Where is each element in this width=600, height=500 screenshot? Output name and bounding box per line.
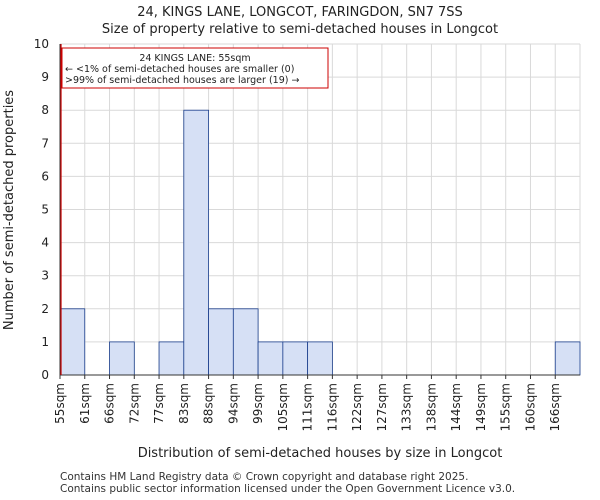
bar-94sqm bbox=[232, 308, 259, 376]
y-tick-label: 10 bbox=[34, 37, 49, 51]
x-tick-label: 155sqm bbox=[499, 383, 513, 431]
chart-title: 24, KINGS LANE, LONGCOT, FARINGDON, SN7 … bbox=[137, 5, 463, 20]
annotation-box: 24 KINGS LANE: 55sqm ← <1% of semi-detac… bbox=[61, 47, 329, 89]
y-tick-label: 6 bbox=[41, 169, 49, 183]
annotation-line-3: >99% of semi-detached houses are larger … bbox=[65, 75, 299, 86]
bar-88sqm bbox=[208, 308, 234, 376]
tick-layer: 0 1 2 3 4 5 6 7 8 9 10 55sqm 61sqm 66sqm 72sqm 77sqm 83s… bbox=[34, 37, 563, 431]
x-tick-label: 149sqm bbox=[474, 383, 488, 431]
bar-105sqm bbox=[282, 341, 309, 376]
x-tick-label: 160sqm bbox=[523, 383, 537, 431]
y-tick-label: 8 bbox=[41, 103, 49, 117]
x-tick-label: 72sqm bbox=[127, 383, 141, 424]
y-tick-label: 4 bbox=[41, 236, 49, 250]
x-tick-label: 99sqm bbox=[251, 383, 265, 424]
x-tick-label: 94sqm bbox=[226, 383, 240, 424]
y-tick-label: 0 bbox=[41, 368, 49, 382]
y-tick-label: 3 bbox=[41, 269, 49, 283]
x-tick-label: 55sqm bbox=[53, 383, 67, 424]
x-tick-label: 144sqm bbox=[449, 383, 463, 431]
footer-line-1: Contains HM Land Registry data © Crown c… bbox=[60, 471, 469, 483]
bar-layer bbox=[59, 109, 581, 376]
x-tick-label: 116sqm bbox=[325, 383, 339, 431]
y-tick-label: 5 bbox=[41, 203, 49, 217]
x-tick-label: 88sqm bbox=[202, 383, 216, 424]
annotation-line-1: 24 KINGS LANE: 55sqm bbox=[139, 53, 250, 64]
x-tick-label: 61sqm bbox=[78, 383, 92, 424]
x-tick-label: 83sqm bbox=[177, 383, 191, 424]
y-tick-label: 7 bbox=[41, 136, 49, 150]
x-tick-label: 111sqm bbox=[301, 383, 315, 431]
y-tick-label: 2 bbox=[41, 302, 49, 316]
bar-55sqm bbox=[59, 308, 86, 376]
bar-77sqm bbox=[158, 341, 185, 376]
x-tick-label: 66sqm bbox=[103, 383, 117, 424]
x-tick-label: 127sqm bbox=[375, 383, 389, 431]
annotation-border bbox=[61, 47, 329, 89]
bar-166sqm bbox=[554, 341, 581, 376]
x-axis-label: Distribution of semi-detached houses by … bbox=[138, 446, 503, 461]
bar-99sqm bbox=[257, 341, 284, 376]
annotation-line-2: ← <1% of semi-detached houses are smalle… bbox=[65, 64, 294, 75]
x-tick-label: 77sqm bbox=[152, 383, 166, 424]
bar-83sqm bbox=[183, 109, 209, 376]
footer-line-2: Contains public sector information licen… bbox=[60, 483, 516, 495]
grid-layer bbox=[59, 43, 581, 376]
chart-subtitle: Size of property relative to semi-detach… bbox=[102, 22, 498, 37]
x-tick-label: 166sqm bbox=[548, 383, 562, 431]
x-tick-label: 122sqm bbox=[350, 383, 364, 431]
y-tick-label: 1 bbox=[41, 335, 49, 349]
x-tick-label: 133sqm bbox=[400, 383, 414, 431]
x-tick-label: 138sqm bbox=[424, 383, 438, 431]
y-axis-label: Number of semi-detached properties bbox=[2, 90, 17, 330]
y-tick-label: 9 bbox=[41, 70, 49, 84]
axis-layer bbox=[59, 44, 580, 379]
bar-66sqm bbox=[109, 341, 135, 376]
x-tick-label: 105sqm bbox=[276, 383, 290, 431]
bar-111sqm bbox=[307, 341, 333, 376]
